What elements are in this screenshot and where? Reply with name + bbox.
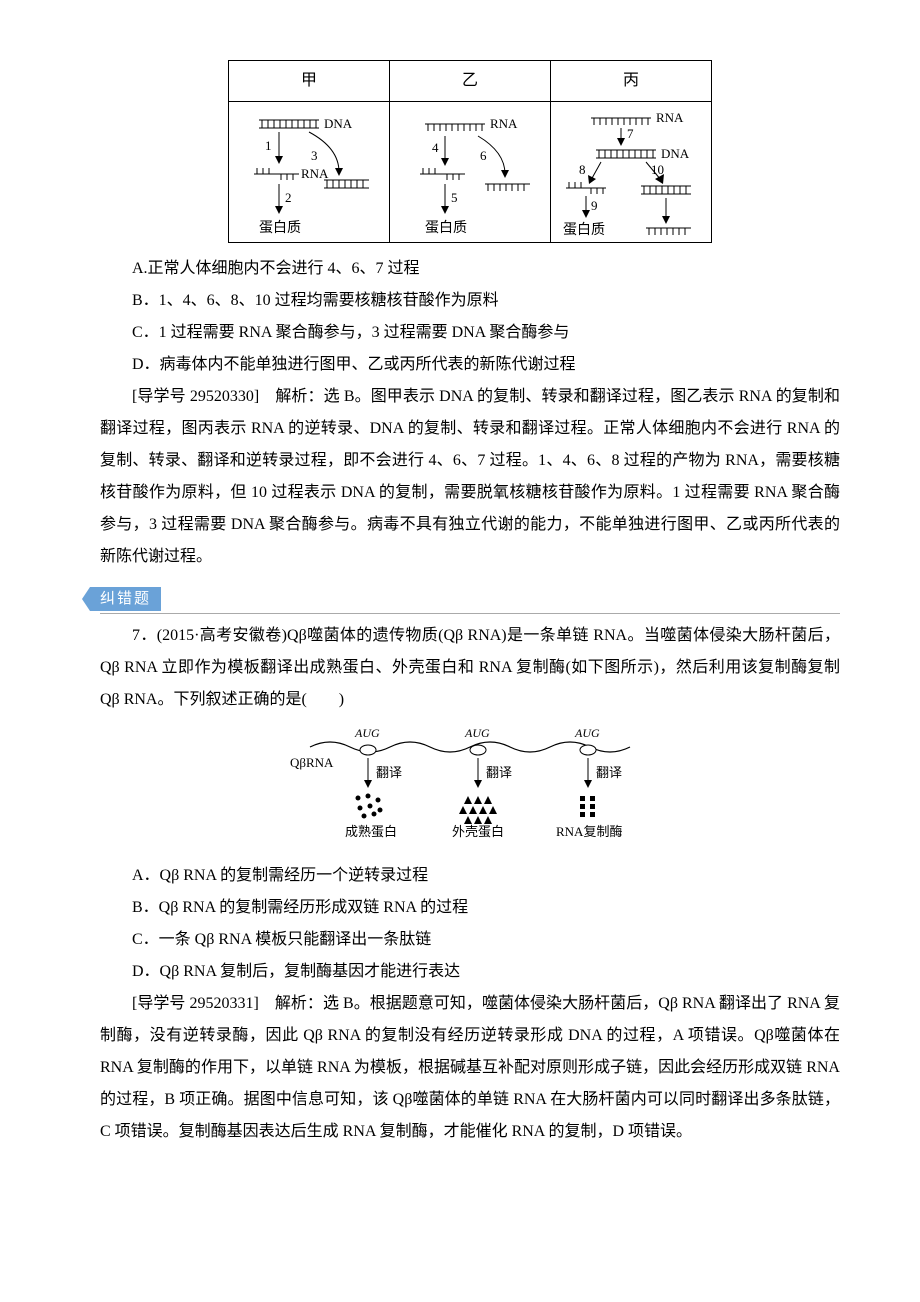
diagram1-head-1: 甲 [229, 61, 390, 102]
d2-bl-2: 外壳蛋白 [452, 824, 504, 839]
d1c3-n9: 9 [591, 198, 598, 213]
diagram2-svg: QβRNA AUG AUG AUG 翻译 翻译 翻译 [290, 722, 650, 842]
d1c2-n5: 5 [451, 190, 458, 205]
d1c1-rna-label: RNA [301, 166, 329, 181]
diagram1-head-3: 丙 [551, 61, 712, 102]
diagram1-svg-1: DNA 1 3 RNA [229, 102, 389, 242]
d1c2-n6: 6 [480, 148, 487, 163]
d1c2-n4: 4 [432, 140, 439, 155]
d1c1-n2: 2 [285, 190, 292, 205]
q1-option-d: D．病毒体内不能单独进行图甲、乙或丙所代表的新陈代谢过程 [100, 349, 840, 381]
d1c1-n1: 1 [265, 138, 272, 153]
d2-bl-3: RNA复制酶 [556, 824, 622, 839]
page-container: 甲 乙 丙 DNA [0, 0, 920, 1208]
q2-option-a: A．Qβ RNA 的复制需经历一个逆转录过程 [100, 860, 840, 892]
q2-option-c: C．一条 Qβ RNA 模板只能翻译出一条肽链 [100, 924, 840, 956]
q1-option-b: B．1、4、6、8、10 过程均需要核糖核苷酸作为原料 [100, 285, 840, 317]
d2-bl-1: 成熟蛋白 [345, 824, 397, 839]
diagram1-cell-1: DNA 1 3 RNA [229, 102, 390, 243]
section-tag-row: 纠错题 [100, 573, 840, 617]
d2-mid-2: 翻译 [486, 765, 512, 780]
d2-codon-3: AUG [574, 726, 600, 740]
diagram1-cell-2: RNA 4 6 [390, 102, 551, 243]
d2-top-label: QβRNA [290, 755, 334, 770]
q2-option-d: D．Qβ RNA 复制后，复制酶基因才能进行表达 [100, 956, 840, 988]
q2-option-b: B．Qβ RNA 的复制需经历形成双链 RNA 的过程 [100, 892, 840, 924]
section-tag: 纠错题 [90, 587, 161, 611]
diagram1-cell-3: RNA 7 DNA [551, 102, 712, 243]
q2-intro: 7．(2015·高考安徽卷)Qβ噬菌体的遗传物质(Qβ RNA)是一条单链 RN… [100, 620, 840, 716]
d2-codon-1: AUG [354, 726, 380, 740]
diagram2-wrap: QβRNA AUG AUG AUG 翻译 翻译 翻译 [100, 722, 840, 854]
diagram1-svg-3: RNA 7 DNA [551, 102, 711, 242]
diagram1-svg-2: RNA 4 6 [390, 102, 550, 242]
diagram1-head-2: 乙 [390, 61, 551, 102]
d1c1-prot: 蛋白质 [259, 220, 301, 236]
d1c3-n7: 7 [627, 126, 634, 141]
d1c2-prot: 蛋白质 [425, 220, 467, 236]
q1-explanation: [导学号 29520330] 解析：选 B。图甲表示 DNA 的复制、转录和翻译… [100, 381, 840, 573]
d2-mid-1: 翻译 [376, 765, 402, 780]
d1c2-rna: RNA [490, 116, 518, 131]
section-tag-line [100, 613, 840, 614]
d1c3-n10: 10 [651, 162, 664, 177]
q2-explanation: [导学号 29520331] 解析：选 B。根据题意可知，噬菌体侵染大肠杆菌后，… [100, 988, 840, 1148]
d2-mid-3: 翻译 [596, 765, 622, 780]
q1-option-a: A.正常人体细胞内不会进行 4、6、7 过程 [100, 253, 840, 285]
d2-codon-2: AUG [464, 726, 490, 740]
diagram1-table: 甲 乙 丙 DNA [228, 60, 712, 243]
d1c1-dna-label: DNA [324, 116, 353, 131]
d1c3-prot: 蛋白质 [563, 222, 605, 238]
d1c3-n8: 8 [579, 162, 586, 177]
d1c3-rna: RNA [656, 110, 684, 125]
d1c3-dna: DNA [661, 146, 690, 161]
d1c1-n3: 3 [311, 148, 318, 163]
q1-option-c: C．1 过程需要 RNA 聚合酶参与，3 过程需要 DNA 聚合酶参与 [100, 317, 840, 349]
